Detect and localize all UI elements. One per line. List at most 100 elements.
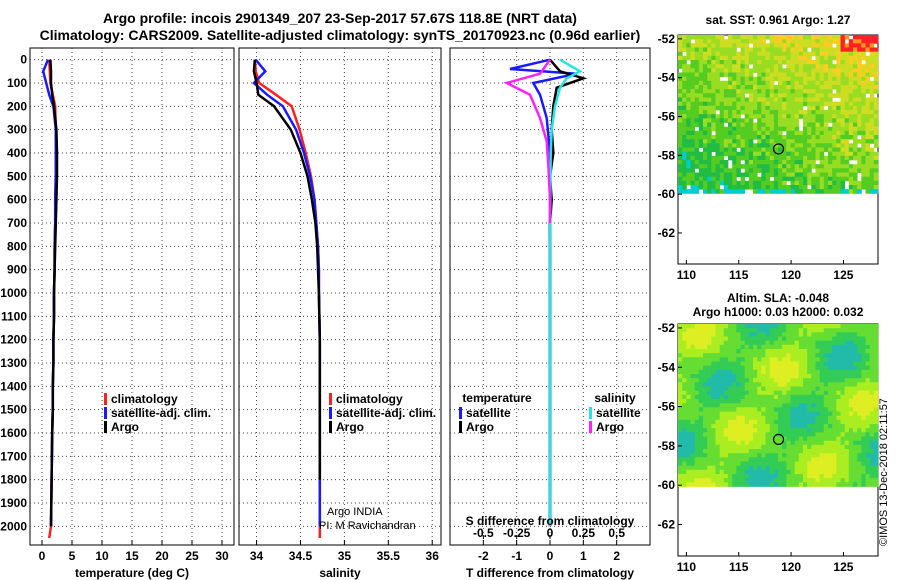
sst_map-cell — [761, 85, 766, 90]
sla_map-cell — [782, 378, 787, 383]
sst_map-cell — [678, 72, 683, 78]
sst_map-cell — [811, 51, 816, 57]
sla_map-cell — [794, 457, 800, 462]
sla_map-cell — [865, 386, 871, 392]
sla_map-cell — [790, 369, 796, 375]
sla_map-cell — [744, 369, 750, 375]
sla_map-cell — [769, 469, 775, 475]
sla_map-cell — [844, 461, 850, 467]
sst_map-cell — [694, 130, 700, 136]
sst_map-cell — [844, 172, 850, 178]
sst_map-cell — [853, 85, 858, 90]
sla_map-cell — [694, 332, 700, 337]
sla_map-cell — [761, 432, 766, 437]
sla_map-cell — [765, 474, 771, 479]
sst_map-cell — [723, 180, 729, 186]
sla_map-cell — [832, 399, 837, 404]
sla_map-cell — [728, 415, 733, 421]
sst_map-cell — [773, 180, 779, 186]
sla_map-cell — [773, 449, 779, 454]
sst_map-cell — [703, 85, 708, 90]
sst_map-cell — [790, 168, 796, 173]
sla_map-cell — [873, 419, 879, 425]
sst_map-cell — [698, 176, 704, 182]
sst_map-cell — [836, 47, 841, 53]
temperature-legend-swatch — [104, 393, 107, 405]
sst_map-cell — [853, 118, 858, 123]
sst_map-cell — [678, 180, 683, 186]
sla_map-cell — [761, 324, 766, 329]
sst_map-cell — [861, 85, 866, 90]
sla_map-cell — [682, 457, 687, 462]
sst_map-cell — [873, 64, 879, 69]
sst_map-cell — [744, 101, 750, 107]
sla_map-cell — [807, 328, 812, 333]
sla_map-cell — [769, 386, 775, 392]
sst_map-cell — [861, 72, 866, 78]
sst_map-cell — [873, 185, 879, 190]
sla_map-cell — [748, 440, 754, 446]
sla_map-cell — [823, 324, 829, 329]
sst_map-cell — [682, 89, 687, 94]
sst_map-xtick-label: 125 — [833, 268, 853, 282]
sst_map-cell — [765, 147, 771, 153]
sla_map-cell — [844, 403, 850, 408]
sla_map-cell — [778, 457, 783, 462]
sla_map-cell — [836, 349, 841, 354]
sst_map-cell — [828, 68, 833, 73]
sst_map-cell — [744, 135, 750, 140]
sst_map-cell — [765, 68, 771, 73]
sst_map-cell — [873, 85, 879, 90]
sla_map-cell — [807, 357, 812, 362]
sst_map-cell — [819, 118, 825, 123]
sst_map-cell — [848, 130, 854, 136]
sla_map-cell — [748, 432, 754, 437]
sla_map-cell — [853, 411, 858, 417]
sst_map-cell — [728, 139, 733, 144]
sla_map-cell — [798, 453, 804, 458]
sst_map-cell — [853, 89, 858, 94]
sla_map-cell — [723, 390, 729, 396]
sst_map-cell — [698, 172, 704, 178]
sst_map-cell — [794, 189, 800, 194]
sst_map-cell — [715, 130, 721, 136]
sst_map-cell — [690, 85, 696, 90]
sla_map-cell — [861, 436, 866, 442]
sst_map-cell — [686, 89, 691, 94]
sla_map-cell — [723, 436, 729, 442]
sla_map-cell — [873, 344, 879, 350]
sla_map-cell — [844, 357, 850, 362]
sst_map-cell — [748, 151, 754, 157]
sst_map-cell — [711, 35, 716, 40]
sla_map-cell — [803, 474, 808, 479]
sla_map-cell — [740, 449, 746, 454]
sst_map-cell — [757, 130, 762, 136]
sst_map-cell — [682, 135, 687, 140]
depth-tick-label: 1300 — [0, 356, 27, 370]
sla_map-cell — [873, 353, 879, 358]
sst_map-cell — [848, 72, 854, 78]
sst_map-cell — [748, 72, 754, 78]
sst_map-cell — [769, 114, 775, 119]
sla_map-cell — [748, 411, 754, 417]
sst_map-cell — [848, 64, 854, 69]
sla_map-cell — [682, 361, 687, 367]
sla_map-cell — [807, 424, 812, 429]
sst_map-cell — [873, 122, 879, 128]
sla_map-cell — [865, 482, 871, 487]
sst_map-cell — [819, 68, 825, 73]
sla_map-cell — [807, 436, 812, 442]
sst_map-cell — [740, 185, 746, 190]
sla_map-cell — [798, 415, 804, 421]
sst_map-cell — [873, 155, 879, 161]
sst_map-cell — [715, 122, 721, 128]
sla_map-cell — [848, 324, 854, 329]
sla_map-cell — [769, 411, 775, 417]
sla_map-cell — [828, 403, 833, 408]
sla_map-cell — [819, 357, 825, 362]
sla_map-cell — [865, 369, 871, 375]
sla_map-cell — [773, 361, 779, 367]
sla_map-cell — [857, 340, 862, 346]
sst_map-cell — [773, 101, 779, 107]
sst_map-cell — [786, 55, 791, 61]
